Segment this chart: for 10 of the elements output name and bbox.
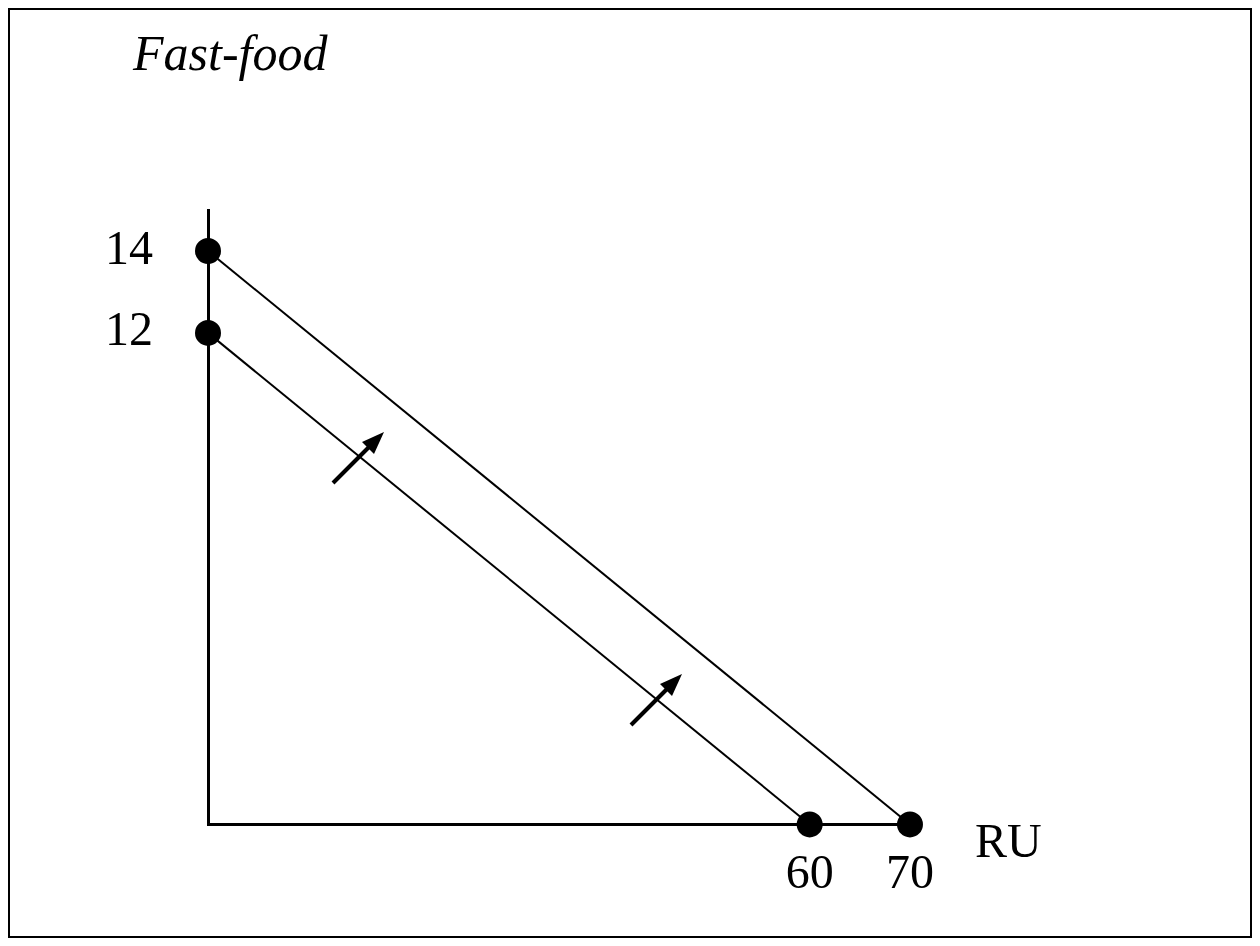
point	[896, 811, 923, 838]
point	[195, 319, 221, 346]
x-tick-label: 60	[785, 844, 834, 898]
x-axis-title: RU	[975, 814, 1042, 868]
point	[195, 237, 221, 264]
y-tick-label: 14	[105, 220, 153, 274]
y-axis-title: Fast-food	[132, 25, 329, 82]
y-tick-label: 12	[105, 302, 153, 356]
x-tick-label: 70	[885, 844, 934, 898]
point	[796, 811, 823, 838]
